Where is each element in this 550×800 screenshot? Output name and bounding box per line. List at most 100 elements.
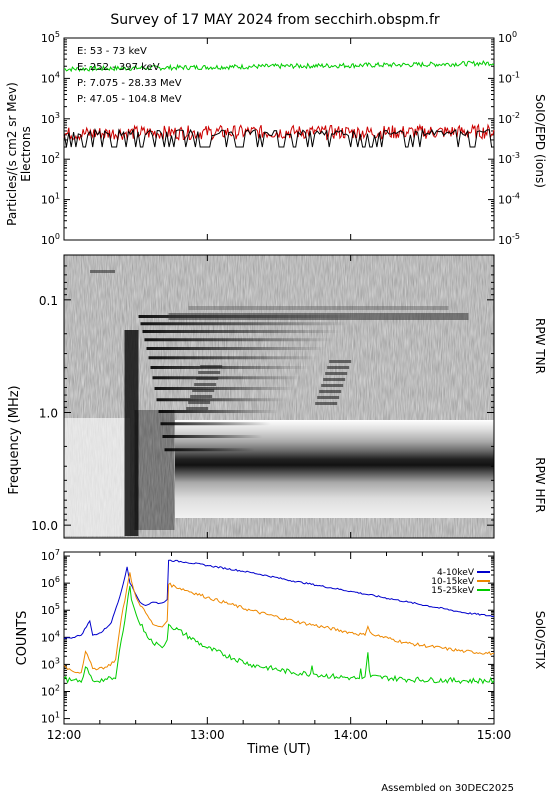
rpw-secondary-burst [327, 366, 350, 369]
stix-tick-label-exp: 6 [55, 575, 60, 584]
rpw-tick-label: 10.0 [31, 519, 58, 533]
stix-tick-label-base: 10 [41, 577, 55, 590]
epd-right-tick-label-base: 10 [498, 72, 512, 85]
rpw-drift-streak [154, 387, 295, 390]
epd-left-tick-label-exp: 4 [55, 70, 60, 79]
stix-x-tick-label: 15:00 [477, 728, 512, 742]
stix-ylabel-right: SolO/STIX [533, 611, 547, 670]
stix-x-tick-label: 14:00 [333, 728, 368, 742]
stix-tick-label: 106 [41, 575, 60, 590]
footer-assembled: Assembled on 30DEC2025 [381, 783, 514, 794]
epd-right-tick-label-exp: -2 [512, 111, 520, 120]
stix-xlabel: Time (UT) [246, 742, 311, 757]
stix-tick-label-exp: 5 [55, 602, 60, 611]
rpw-burst-spread [134, 410, 175, 530]
epd-series-line [63, 127, 494, 148]
epd-right-tick-label: 10-5 [498, 232, 520, 247]
rpw-harmonic-band [188, 306, 449, 310]
epd-right-tick-label: 100 [498, 30, 517, 45]
stix-tick-label: 104 [41, 629, 60, 644]
epd-ylabel-left-2: Electrons [19, 126, 33, 181]
stix-tick-label-base: 10 [41, 685, 55, 698]
epd-left-tick-label: 102 [41, 151, 60, 166]
epd-left-tick-label-base: 10 [41, 153, 55, 166]
epd-right-tick-label: 10-2 [498, 111, 520, 126]
stix-tick-label-base: 10 [41, 658, 55, 671]
epd-left-tick-label-exp: 2 [55, 151, 60, 160]
stix-series-group [63, 559, 495, 685]
rpw-drift-streak [150, 366, 311, 369]
epd-right-tick-label-base: 10 [498, 194, 512, 207]
rpw-panel: 0.1 1.0 10.0 Frequency (MHz) RPW TNR RPW H… [7, 254, 547, 539]
rpw-secondary-burst [325, 372, 348, 375]
rpw-drift-streak [152, 376, 303, 380]
rpw-secondary-burst [200, 365, 223, 368]
epd-left-tick-label: 103 [41, 111, 60, 126]
rpw-streaks [90, 270, 469, 536]
figure-title: Survey of 17 MAY 2024 from secchirh.obsp… [110, 12, 440, 28]
epd-left-tick-label-base: 10 [41, 72, 55, 85]
epd-left-tick-label-exp: 5 [55, 30, 60, 39]
stix-series-line [63, 585, 495, 685]
rpw-secondary-burst [196, 377, 219, 380]
epd-right-tick-label-base: 10 [498, 153, 512, 166]
epd-right-tick-label-exp: -5 [512, 232, 520, 241]
stix-tick-label: 101 [41, 711, 60, 726]
stix-tick-label-base: 10 [41, 631, 55, 644]
epd-legend-entry: P: 7.075 - 28.33 MeV [77, 78, 182, 89]
stix-ylabel: COUNTS [15, 611, 30, 666]
rpw-secondary-burst [329, 360, 352, 363]
rpw-secondary-burst [188, 401, 211, 404]
rpw-drift-streak [140, 322, 351, 326]
epd-legend-entry: E: 252 - 397 keV [77, 62, 160, 73]
stix-tick-label: 107 [41, 548, 60, 563]
rpw-secondary-burst [323, 378, 346, 381]
epd-left-tick-label-exp: 1 [55, 192, 60, 201]
rpw-axis: 0.1 1.0 10.0 [31, 255, 495, 538]
epd-left-tick-label: 101 [41, 192, 60, 207]
epd-right-tick-label: 10-3 [498, 151, 520, 166]
rpw-hfr-light-region [64, 418, 130, 536]
rpw-secondary-burst [319, 390, 342, 393]
epd-right-tick-label: 10-1 [498, 70, 520, 85]
stix-tick-label-base: 10 [41, 550, 55, 563]
epd-left-tick-label-base: 10 [41, 32, 55, 45]
epd-right-tick-label-exp: -4 [512, 192, 520, 201]
rpw-drift-streak [162, 435, 263, 438]
epd-right-tick-label-exp: 0 [512, 30, 517, 39]
stix-x-tick-label: 13:00 [190, 728, 225, 742]
epd-right-tick-label-base: 10 [498, 234, 512, 247]
rpw-secondary-burst [190, 395, 213, 398]
epd-frame [63, 37, 495, 241]
rpw-tick-label: 1.0 [39, 406, 58, 420]
rpw-drift-streak [158, 410, 279, 413]
stix-tick-label: 105 [41, 602, 60, 617]
rpw-burst-core [124, 330, 139, 536]
stix-tick-label-exp: 1 [55, 711, 60, 720]
epd-legend-entry: P: 47.05 - 104.8 MeV [77, 94, 182, 105]
rpw-drift-streak [142, 330, 343, 333]
stix-tick-label-exp: 3 [55, 656, 60, 665]
stix-tick-label-base: 10 [41, 604, 55, 617]
epd-series-line [63, 59, 495, 73]
epd-left-tick-label-exp: 3 [55, 111, 60, 120]
rpw-secondary-burst [315, 402, 338, 405]
rpw-drift-streak [160, 422, 271, 426]
stix-tick-label-exp: 4 [55, 629, 60, 638]
stix-tick-label-exp: 7 [55, 548, 60, 557]
epd-left-tick-label-base: 10 [41, 194, 55, 207]
stix-tick-label: 103 [41, 656, 60, 671]
rpw-secondary-burst [192, 389, 215, 392]
epd-left-tick-label-base: 10 [41, 234, 55, 247]
rpw-secondary-burst [186, 407, 209, 410]
epd-left-tick-label-exp: 0 [55, 232, 60, 241]
rpw-ylabel: Frequency (MHz) [7, 385, 22, 494]
rpw-drift-streak [146, 347, 327, 350]
epd-left-tick-label: 105 [41, 30, 60, 45]
